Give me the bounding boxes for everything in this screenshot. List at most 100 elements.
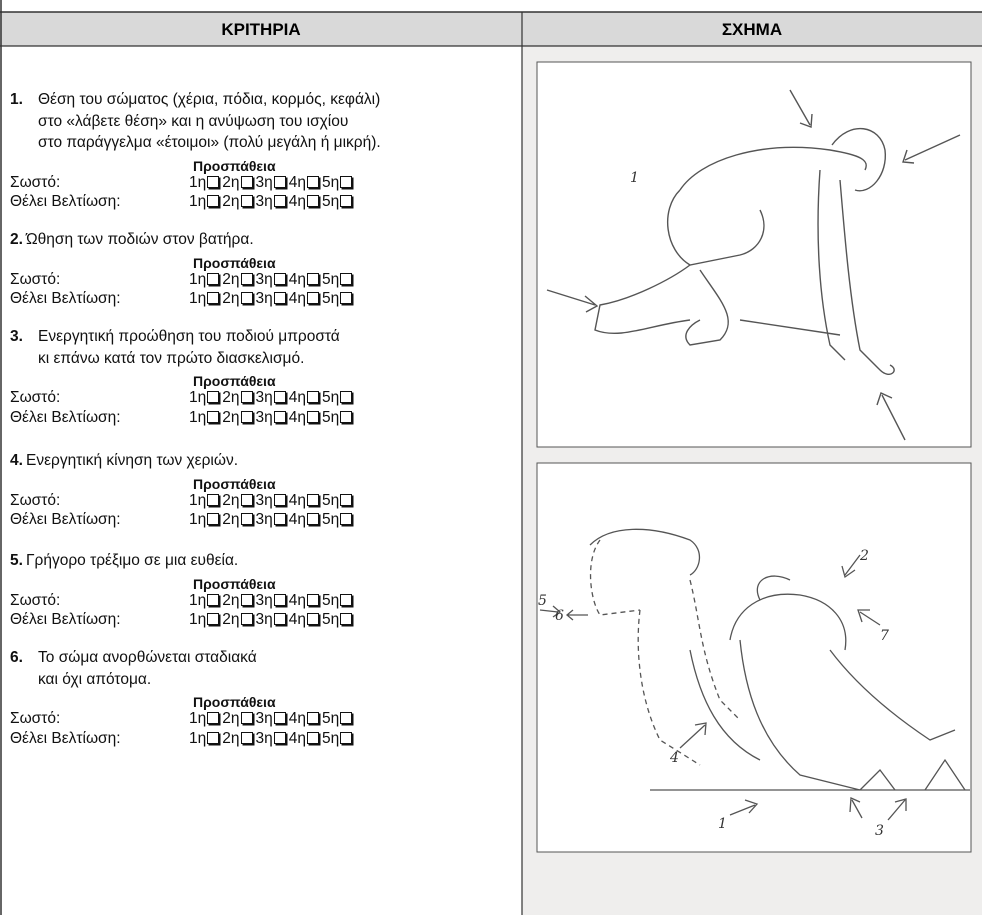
attempt-number: 4η [288,173,306,191]
attempt-label: Προσπάθεια [193,157,276,174]
attempt-row: 1η 2η 3η 4η 5η [189,510,355,530]
checkbox[interactable] [273,593,286,606]
checkbox[interactable] [307,175,319,188]
checkbox[interactable] [240,731,253,744]
attempt-number: 4η [288,270,306,288]
checkbox[interactable] [207,175,220,188]
checkbox[interactable] [240,272,253,285]
checkbox[interactable] [307,493,319,506]
checkbox[interactable] [207,712,220,724]
checkbox[interactable] [273,195,286,207]
checkbox[interactable] [340,175,353,188]
figure-label: 1 [630,170,639,186]
figure-label: 6 [555,608,564,624]
checkbox[interactable] [340,731,353,744]
checkbox[interactable] [307,593,319,606]
checkbox[interactable] [207,410,220,423]
attempt-row: 1η 2η 3η 4η 5η [189,408,355,428]
attempt-number: 5η [322,729,340,747]
checkbox[interactable] [207,272,220,285]
checkbox[interactable] [207,195,220,207]
checkbox[interactable] [240,593,253,606]
checkbox[interactable] [307,613,319,625]
checkbox[interactable] [273,731,286,744]
attempt-label: Προσπάθεια [193,694,276,710]
checkbox[interactable] [207,513,220,525]
attempt-number: 5η [322,408,340,426]
checkbox[interactable] [307,410,319,423]
figure-2: 2 7 5 6 4 1 3 [536,462,972,853]
rating-label: Σωστό: [10,491,61,509]
checkbox[interactable] [340,712,353,724]
checkbox[interactable] [240,513,253,525]
checkbox[interactable] [307,195,319,207]
criterion-text: Το σώμα ανορθώνεται σταδιακά [38,649,257,666]
figure-label: 3 [875,823,884,839]
checkbox[interactable] [240,292,253,304]
checkbox[interactable] [207,731,220,744]
checkbox[interactable] [340,272,353,285]
checkbox[interactable] [273,175,286,188]
attempt-number: 5η [322,290,340,307]
checkbox[interactable] [340,593,353,606]
attempt-number: 4η [288,491,306,509]
checkbox[interactable] [307,712,319,724]
checkbox[interactable] [240,175,253,188]
attempt-number: 3η [255,193,273,210]
checkbox[interactable] [240,391,253,403]
attempt-number: 5η [322,491,340,509]
checkbox[interactable] [207,292,220,304]
checkbox[interactable] [307,272,319,285]
attempt-row: 1η 2η 3η 4η 5η [189,270,355,290]
checkbox[interactable] [240,613,253,625]
criterion-number: 6. [10,649,23,666]
checkbox[interactable] [340,391,353,403]
checkbox[interactable] [307,731,319,744]
checkbox[interactable] [340,292,353,304]
checkbox[interactable] [240,712,253,724]
checkbox[interactable] [207,493,220,506]
attempt-label: Προσπάθεια [193,373,276,389]
criterion-number: 4. [10,452,23,469]
checkbox[interactable] [273,613,286,625]
checkbox[interactable] [240,493,253,506]
attempt-row: 1η 2η 3η 4η 5η [189,709,355,729]
checkbox[interactable] [340,513,353,525]
checkbox[interactable] [273,272,286,285]
figure-label: 2 [859,548,869,564]
checkbox[interactable] [307,391,319,403]
attempt-number: 3η [255,511,273,528]
checkbox[interactable] [207,613,220,625]
attempt-number: 3η [255,270,273,288]
checkbox[interactable] [340,410,353,423]
checkbox[interactable] [273,513,286,525]
checkbox[interactable] [240,195,253,207]
checkbox[interactable] [340,613,353,625]
checkbox[interactable] [340,195,353,207]
attempt-number: 2η [222,591,240,609]
criterion-number: 3. [10,328,23,345]
checkbox[interactable] [307,292,319,304]
checkbox[interactable] [273,391,286,403]
checkbox[interactable] [240,410,253,423]
attempt-number: 2η [222,173,240,191]
checkbox[interactable] [340,493,353,506]
checkbox[interactable] [207,391,220,403]
attempt-number: 5η [322,511,340,528]
rating-label: Θέλει Βελτίωση: [10,193,121,210]
checkbox[interactable] [273,410,286,423]
figure-1: 1 [536,61,972,448]
attempt-number: 4η [288,611,306,628]
checkbox[interactable] [273,292,286,304]
attempt-number: 4η [288,408,306,426]
checkbox[interactable] [207,593,220,606]
attempt-number: 2η [222,611,240,628]
checkbox[interactable] [307,513,319,525]
criterion-number: 1. [10,91,23,108]
checkbox[interactable] [273,493,286,506]
attempt-number: 2η [222,270,240,288]
checkbox[interactable] [273,712,286,724]
attempt-number: 3η [255,408,273,426]
